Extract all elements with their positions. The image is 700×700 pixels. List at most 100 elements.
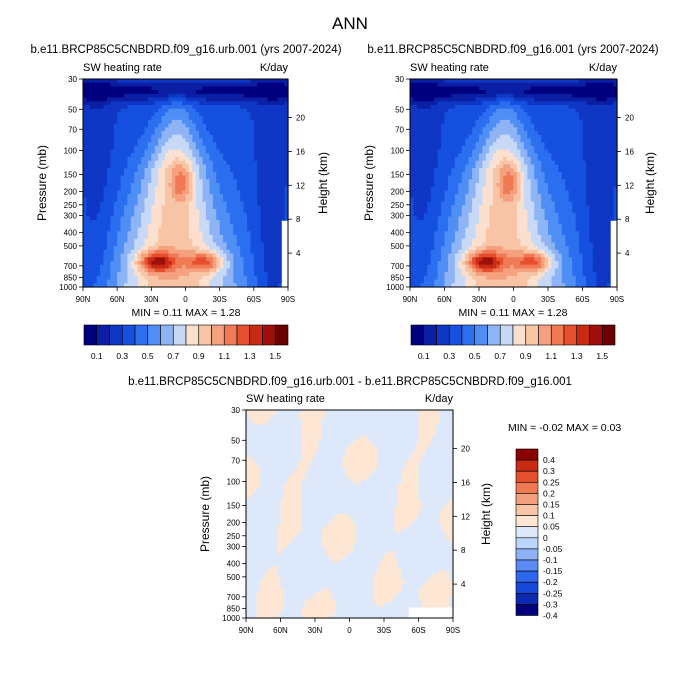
field-cell (219, 97, 224, 102)
field-cell (226, 257, 231, 262)
field-cell (423, 145, 428, 151)
field-cell (83, 279, 88, 284)
field-cell (499, 108, 504, 114)
field-cell (454, 138, 459, 143)
field-cell (260, 268, 265, 273)
field-cell (127, 134, 132, 140)
field-cell (124, 205, 129, 210)
field-cell (499, 149, 504, 154)
field-cell (465, 157, 470, 162)
field-cell (226, 272, 231, 277)
field-cell (257, 209, 262, 214)
field-cell (565, 82, 570, 88)
field-cell (270, 272, 275, 277)
field-cell (151, 209, 156, 214)
field-cell (110, 261, 115, 266)
field-cell (568, 79, 573, 84)
field-cell (209, 101, 214, 106)
field-cell (195, 212, 200, 218)
field-cell (137, 242, 142, 247)
field-cell (284, 101, 289, 106)
field-cell (158, 235, 163, 240)
field-cell (161, 134, 166, 140)
field-cell (236, 90, 241, 95)
field-cell (441, 86, 446, 91)
field-cell (523, 86, 528, 91)
field-cell (106, 90, 111, 95)
field-cell (541, 101, 546, 106)
field-cell (192, 242, 197, 247)
field-cell (527, 171, 532, 177)
field-cell (195, 238, 200, 244)
field-cell (427, 171, 432, 177)
field-cell (606, 101, 611, 106)
field-cell (165, 112, 170, 117)
field-cell (236, 160, 241, 166)
field-cell (106, 261, 111, 266)
field-cell (158, 138, 163, 143)
field-cell (147, 93, 152, 99)
field-cell (496, 101, 501, 106)
field-cell (106, 275, 111, 281)
field-cell (223, 201, 228, 206)
field-cell (202, 112, 207, 117)
field-cell (267, 242, 272, 247)
field-cell (120, 220, 125, 225)
field-cell (120, 127, 125, 132)
field-cell (96, 179, 101, 184)
height-tick-label: 12 (296, 181, 305, 190)
field-cell (243, 168, 248, 173)
field-cell (175, 223, 180, 229)
field-cell (270, 257, 275, 262)
field-cell (496, 168, 501, 173)
field-cell (274, 275, 279, 281)
field-cell (209, 257, 214, 262)
field-cell (154, 179, 159, 184)
field-cell (243, 101, 248, 106)
field-cell (124, 160, 129, 166)
field-cell (188, 231, 193, 236)
field-cell (599, 171, 604, 177)
field-cell (127, 123, 132, 128)
field-cell (206, 249, 211, 255)
field-cell (247, 179, 252, 184)
field-cell (134, 131, 139, 136)
field-cell (192, 112, 197, 117)
field-cell (226, 175, 231, 180)
field-cell (554, 142, 559, 147)
field-cell (127, 101, 132, 106)
field-cell (86, 231, 91, 236)
field-cell (151, 123, 156, 128)
field-cell (130, 134, 135, 140)
field-cell (554, 119, 559, 125)
field-cell (103, 131, 108, 136)
field-cell (458, 153, 463, 158)
field-cell (413, 168, 418, 173)
field-cell (165, 90, 170, 95)
field-cell (565, 134, 570, 140)
field-cell (257, 97, 262, 102)
field-cell (158, 123, 163, 128)
field-cell (479, 142, 484, 147)
field-cell (468, 164, 473, 169)
field-cell (461, 131, 466, 136)
field-cell (260, 212, 265, 218)
field-cell (489, 157, 494, 162)
field-cell (264, 183, 269, 188)
field-cell (516, 101, 521, 106)
field-cell (475, 171, 480, 177)
field-cell (589, 171, 594, 177)
field-cell (151, 149, 156, 154)
field-cell (284, 171, 289, 177)
field-cell (124, 227, 129, 232)
field-cell (561, 108, 566, 114)
field-cell (496, 157, 501, 162)
field-cell (144, 190, 149, 195)
field-cell (410, 112, 415, 117)
field-cell (182, 223, 187, 229)
field-cell (416, 112, 421, 117)
field-cell (161, 171, 166, 177)
field-cell (267, 268, 272, 273)
field-cell (267, 145, 272, 151)
field-cell (175, 119, 180, 125)
